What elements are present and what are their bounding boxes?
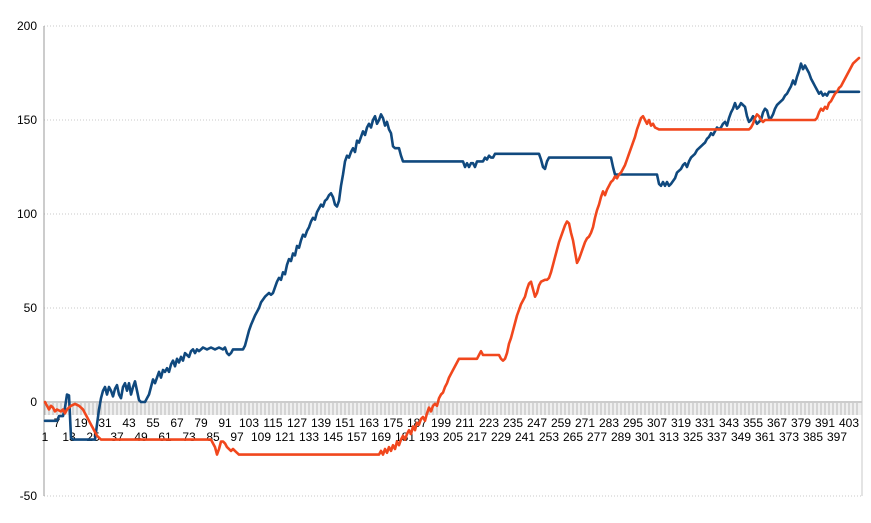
x-axis-label: 271 bbox=[575, 416, 595, 430]
x-axis-label: 199 bbox=[431, 416, 451, 430]
x-axis-label: 145 bbox=[323, 430, 343, 444]
x-axis-label: 127 bbox=[287, 416, 307, 430]
x-axis-label: 121 bbox=[275, 430, 295, 444]
y-axis-label: 50 bbox=[24, 301, 38, 315]
y-axis-label: 150 bbox=[17, 113, 37, 127]
x-axis-label: 223 bbox=[479, 416, 499, 430]
x-axis-label: 331 bbox=[695, 416, 715, 430]
x-axis-label: 55 bbox=[146, 416, 160, 430]
x-axis-label: 103 bbox=[239, 416, 259, 430]
x-axis-label: 79 bbox=[194, 416, 208, 430]
x-axis-label: 13 bbox=[62, 430, 76, 444]
y-axis-label: 100 bbox=[17, 207, 37, 221]
x-axis-label: 343 bbox=[719, 416, 739, 430]
x-axis-label: 109 bbox=[251, 430, 271, 444]
series-line-2 bbox=[43, 56, 861, 456]
x-axis-label: 115 bbox=[263, 416, 282, 430]
x-axis-label: 319 bbox=[671, 416, 691, 430]
x-axis-label: 91 bbox=[218, 416, 232, 430]
x-axis-label: 397 bbox=[827, 430, 847, 444]
x-axis-label: 175 bbox=[383, 416, 403, 430]
x-axis-label: 163 bbox=[359, 416, 379, 430]
x-axis-label: 157 bbox=[347, 430, 367, 444]
x-axis-label: 313 bbox=[659, 430, 679, 444]
x-axis-label: 301 bbox=[635, 430, 655, 444]
x-axis-label: 7 bbox=[54, 416, 61, 430]
series-line-1 bbox=[43, 62, 861, 441]
x-axis-label: 367 bbox=[767, 416, 787, 430]
x-axis-label: 277 bbox=[587, 430, 607, 444]
x-axis-label: 43 bbox=[122, 416, 136, 430]
x-axis-label: 61 bbox=[158, 430, 172, 444]
x-axis-label: 265 bbox=[563, 430, 583, 444]
x-axis-label: 241 bbox=[515, 430, 535, 444]
x-axis-label: 31 bbox=[98, 416, 112, 430]
x-axis-label: 37 bbox=[110, 430, 124, 444]
x-axis-label: 1 bbox=[42, 430, 49, 444]
x-axis-label: 139 bbox=[311, 416, 331, 430]
x-axis-label: 403 bbox=[839, 416, 859, 430]
x-axis-label: 373 bbox=[779, 430, 799, 444]
x-axis-label: 283 bbox=[599, 416, 619, 430]
x-axis-label: 307 bbox=[647, 416, 667, 430]
x-axis-label: 211 bbox=[455, 416, 474, 430]
x-axis-label: 391 bbox=[815, 416, 835, 430]
x-axis-label: 379 bbox=[791, 416, 811, 430]
x-axis-label: 235 bbox=[503, 416, 523, 430]
x-axis-label: 217 bbox=[467, 430, 487, 444]
x-axis-label: 151 bbox=[335, 416, 355, 430]
x-axis-label: 361 bbox=[755, 430, 775, 444]
x-axis-label: 97 bbox=[230, 430, 244, 444]
x-axis-label: 193 bbox=[419, 430, 439, 444]
x-axis-label: 325 bbox=[683, 430, 703, 444]
y-axis-label: 0 bbox=[30, 395, 37, 409]
x-axis-label: 133 bbox=[299, 430, 319, 444]
x-axis-label: 253 bbox=[539, 430, 559, 444]
x-axis-label: 247 bbox=[527, 416, 547, 430]
x-axis-label: 385 bbox=[803, 430, 823, 444]
x-axis-label: 355 bbox=[743, 416, 763, 430]
x-axis-label: 295 bbox=[623, 416, 643, 430]
x-axis-label: 67 bbox=[170, 416, 184, 430]
x-axis-label: 259 bbox=[551, 416, 571, 430]
x-axis-label: 19 bbox=[74, 416, 88, 430]
x-axis-label: 349 bbox=[731, 430, 751, 444]
y-axis-label: 200 bbox=[17, 19, 37, 33]
x-axis-label: 337 bbox=[707, 430, 727, 444]
x-axis-label: 169 bbox=[371, 430, 391, 444]
x-axis-label: 229 bbox=[491, 430, 511, 444]
x-axis-label: 205 bbox=[443, 430, 463, 444]
y-axis-label: -50 bbox=[20, 489, 38, 503]
x-axis-label: 73 bbox=[182, 430, 196, 444]
x-axis-label: 289 bbox=[611, 430, 631, 444]
x-axis-label: 49 bbox=[134, 430, 148, 444]
